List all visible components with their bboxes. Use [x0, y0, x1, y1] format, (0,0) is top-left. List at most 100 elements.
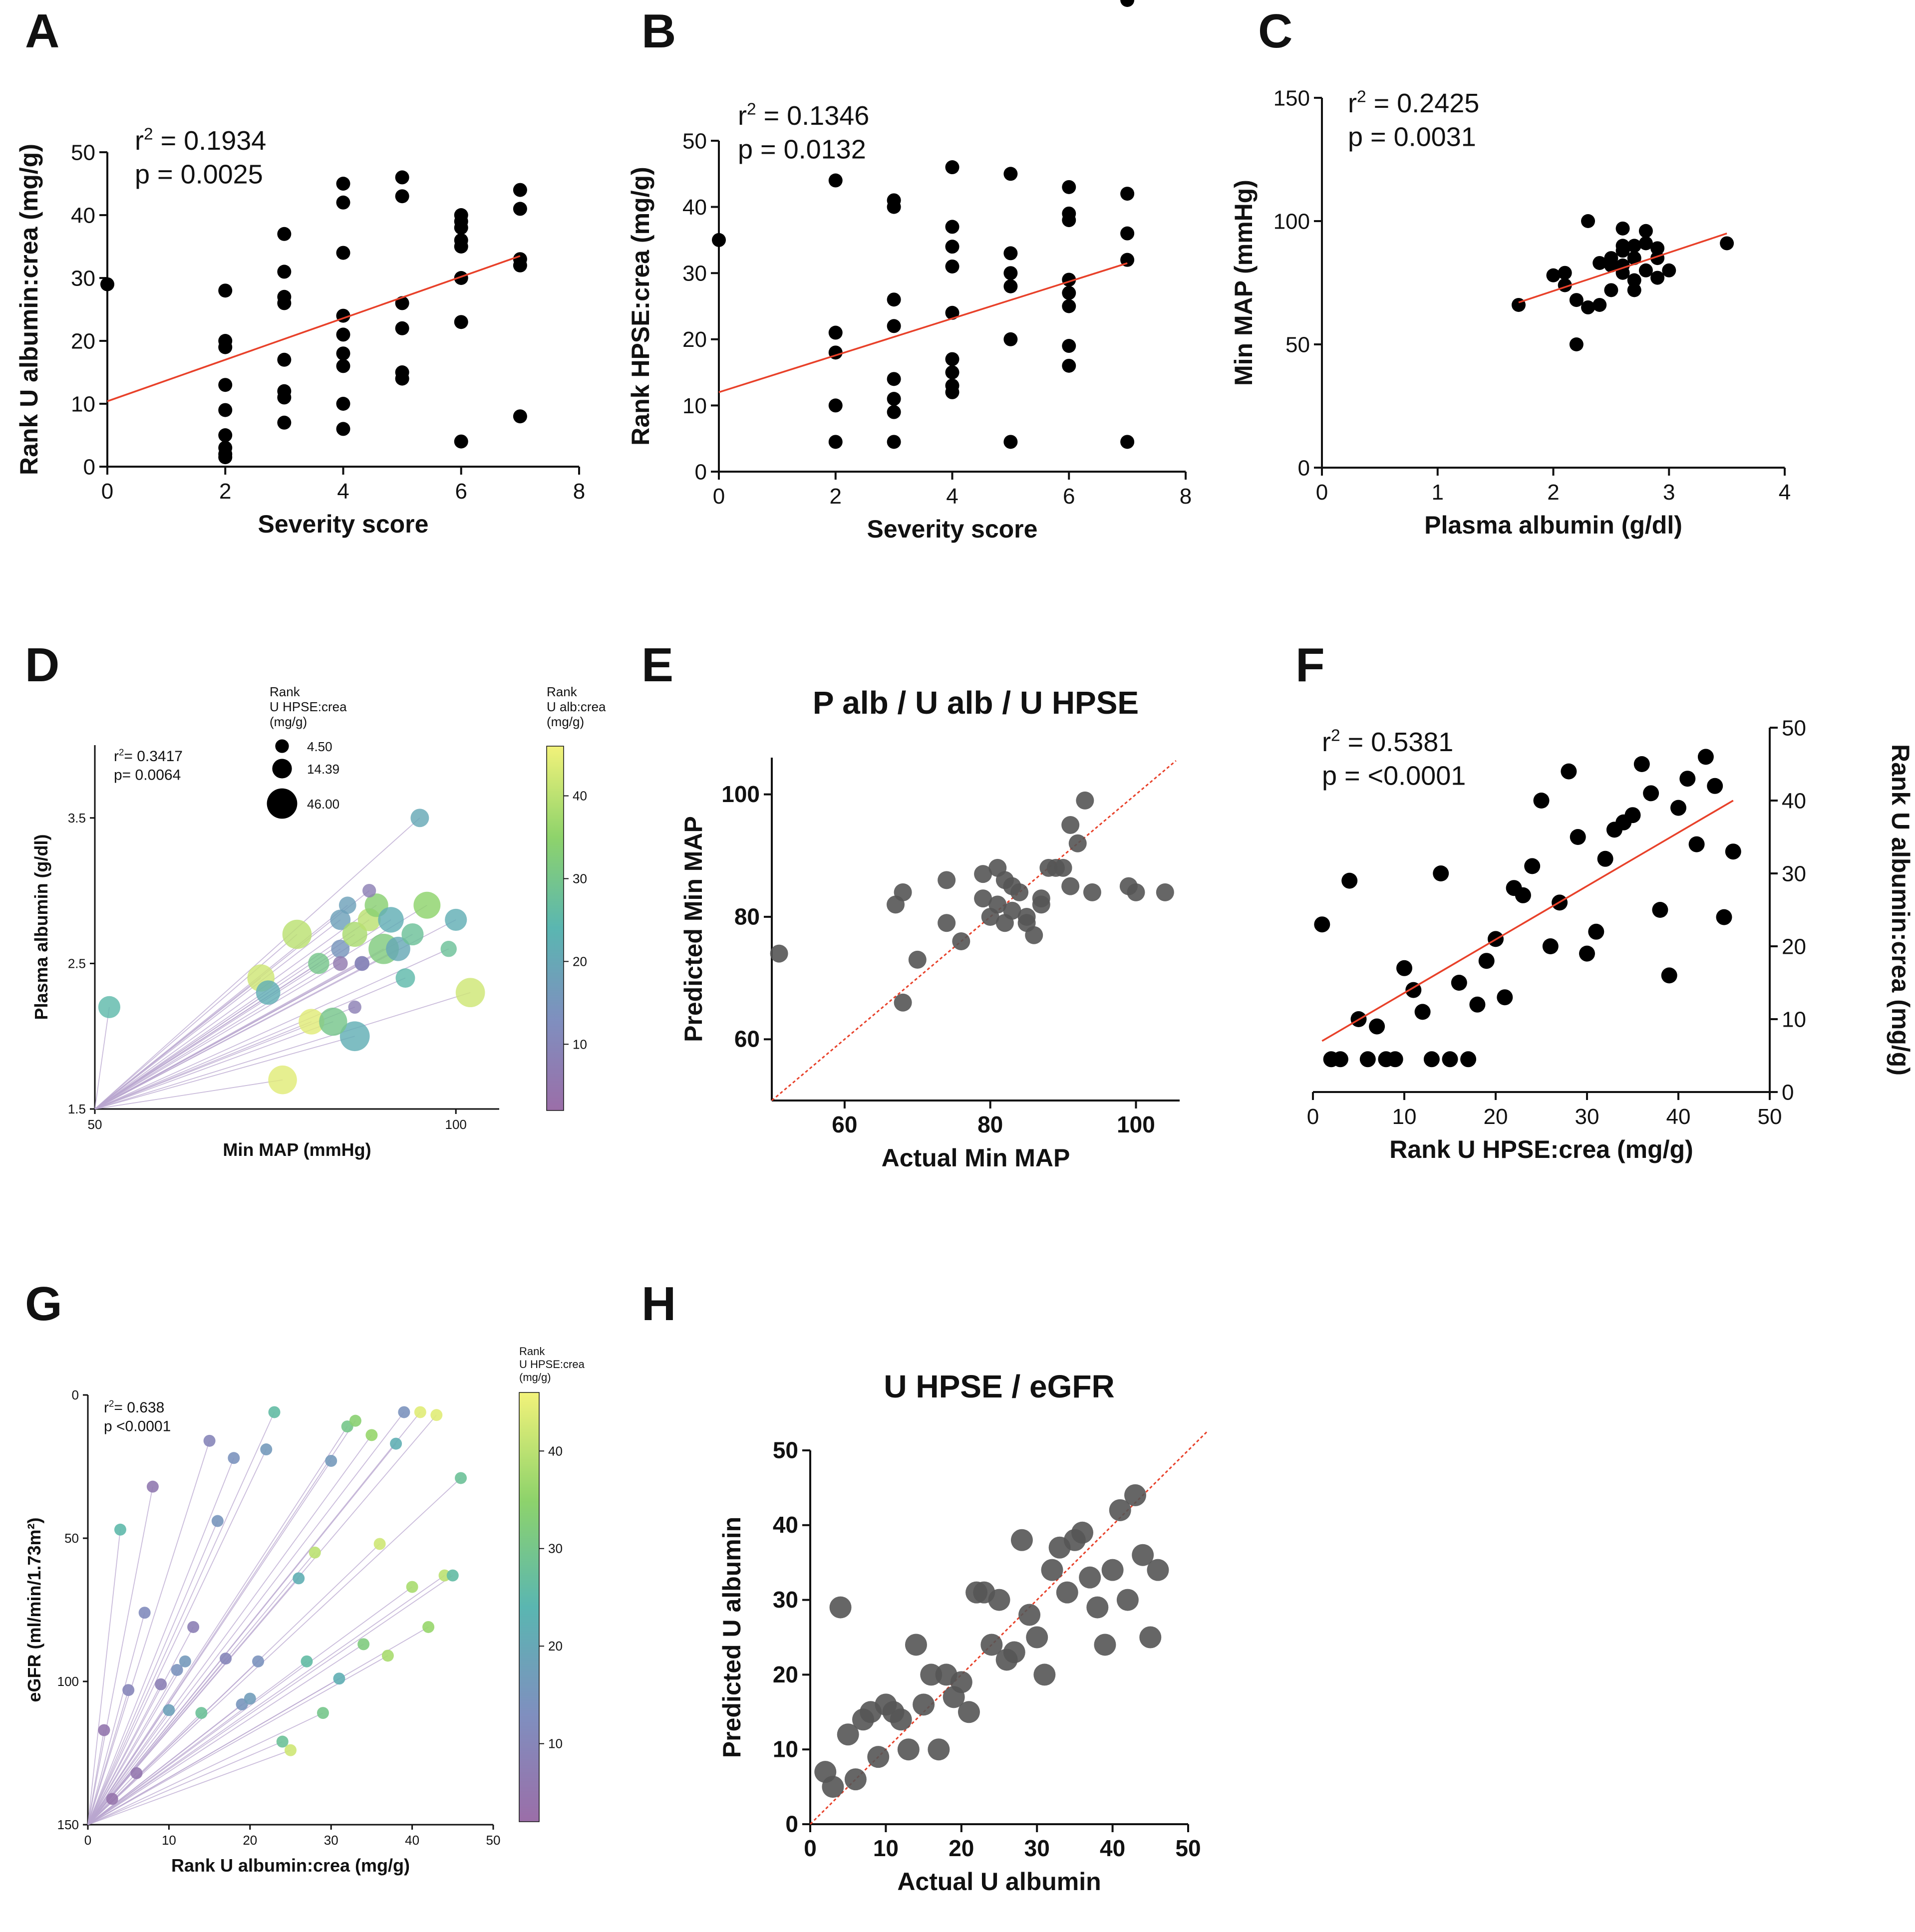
data-point	[828, 398, 843, 413]
data-point	[887, 292, 901, 307]
panel-c-chart: 0 1 2 3 4 0 50 100 150 Plasma albumin (g/dl) Min M…	[1230, 86, 1791, 539]
x-tick-label: 10	[873, 1835, 899, 1861]
data-point	[945, 220, 959, 234]
data-point	[319, 1007, 347, 1036]
y-tick-label: 80	[734, 903, 760, 929]
data-point	[357, 1638, 370, 1651]
data-point	[938, 914, 956, 932]
y-tick-label: 40	[1782, 789, 1806, 813]
data-point	[336, 422, 350, 436]
data-point	[317, 1707, 329, 1719]
data-point	[218, 340, 233, 354]
panel-h-chart: 0 10 20 30 40 50 0 10 20 30 40 50 Actual U albumin Pr…	[718, 1369, 1208, 1896]
data-point	[1120, 226, 1135, 241]
origin-connector-line	[87, 1521, 218, 1825]
data-point	[1132, 1544, 1154, 1566]
origin-connector-line	[94, 905, 377, 1109]
data-point	[1561, 763, 1577, 780]
data-point	[920, 1663, 943, 1686]
x-axis-label: Rank U albumin:crea (mg/g)	[171, 1855, 410, 1876]
data-point	[1003, 167, 1018, 181]
data-point	[348, 1000, 361, 1014]
data-point	[894, 993, 912, 1012]
y-tick-label: 10	[71, 392, 95, 416]
regression-line	[1321, 800, 1734, 1042]
data-point	[1341, 872, 1358, 889]
x-tick-label: 40	[405, 1833, 419, 1848]
x-tick-label: 6	[1063, 484, 1075, 509]
data-point	[1670, 800, 1686, 816]
data-point	[138, 1607, 151, 1619]
x-tick-label: 20	[1484, 1104, 1508, 1129]
color-legend-tick-label: 10	[548, 1736, 563, 1751]
data-point	[114, 1523, 126, 1536]
size-legend-title: Rank	[270, 684, 301, 699]
origin-connector-line	[87, 1449, 267, 1825]
panel-g-chart: 0 10 20 30 40 50 0 50 100 150 Rank U albumin:crea …	[24, 1345, 585, 1876]
data-point	[332, 956, 348, 971]
y-tick-label: 30	[682, 262, 707, 286]
y-tick-label: 30	[1782, 861, 1806, 886]
data-point	[1593, 297, 1607, 312]
data-point	[945, 160, 959, 175]
color-legend-tick-label: 10	[573, 1037, 587, 1052]
x-tick-label: 0	[804, 1835, 817, 1861]
r-squared-label: r2= 0.3417	[114, 747, 183, 765]
data-point	[829, 1596, 852, 1619]
data-point	[336, 177, 350, 191]
data-point	[218, 428, 233, 442]
data-point	[1597, 850, 1613, 867]
regression-line	[107, 255, 521, 402]
origin-connector-line	[94, 992, 471, 1109]
origin-connector-line	[87, 1741, 283, 1825]
data-point	[203, 1434, 216, 1447]
data-point	[913, 1693, 935, 1716]
data-point	[1033, 1663, 1056, 1686]
data-point	[974, 889, 992, 908]
data-point	[513, 202, 527, 216]
origin-connector-line	[87, 1412, 275, 1825]
data-point	[1101, 1559, 1124, 1581]
data-point	[1697, 749, 1714, 765]
data-point	[887, 200, 901, 214]
y-tick-label: 10	[1782, 1007, 1806, 1032]
x-tick-label: 50	[1758, 1104, 1782, 1129]
data-point	[454, 434, 468, 449]
data-point	[908, 950, 927, 969]
x-tick-label: 4	[1779, 480, 1791, 505]
origin-connector-line	[87, 1661, 186, 1825]
origin-connector-line	[94, 992, 269, 1109]
x-tick-label: 8	[1180, 484, 1192, 509]
data-point	[299, 1009, 324, 1035]
y-axis-label: Plasma albumin (g/dl)	[31, 834, 51, 1020]
data-point	[218, 378, 233, 392]
color-legend-title: (mg/g)	[547, 714, 584, 729]
data-point	[277, 265, 292, 279]
data-point	[1003, 1641, 1025, 1663]
data-point	[1314, 916, 1330, 933]
y-tick-label: 3.5	[68, 811, 86, 826]
data-point	[336, 359, 350, 373]
data-point	[331, 939, 350, 958]
data-point	[867, 1746, 890, 1768]
r-squared-value: = 0.3417	[124, 748, 183, 765]
color-legend-tick-label: 20	[573, 954, 587, 969]
data-point	[1478, 953, 1495, 969]
x-tick-label: 0	[1307, 1104, 1319, 1129]
x-tick-label: 10	[1392, 1104, 1417, 1129]
data-point	[1061, 877, 1080, 895]
origin-connector-line	[94, 963, 362, 1109]
data-point	[325, 1455, 337, 1467]
y-axis-label: Predicted Min MAP	[679, 816, 707, 1042]
x-tick-label: 2	[1547, 480, 1559, 505]
origin-connector-line	[87, 1644, 364, 1825]
color-legend-title: Rank	[519, 1345, 545, 1358]
data-point	[336, 327, 350, 342]
size-legend-title: U HPSE:crea	[270, 699, 347, 714]
data-point	[1120, 435, 1135, 449]
x-tick-label: 0	[101, 479, 113, 504]
data-point	[410, 809, 429, 828]
panel-label-h: H	[641, 1277, 676, 1331]
data-point	[395, 321, 409, 335]
